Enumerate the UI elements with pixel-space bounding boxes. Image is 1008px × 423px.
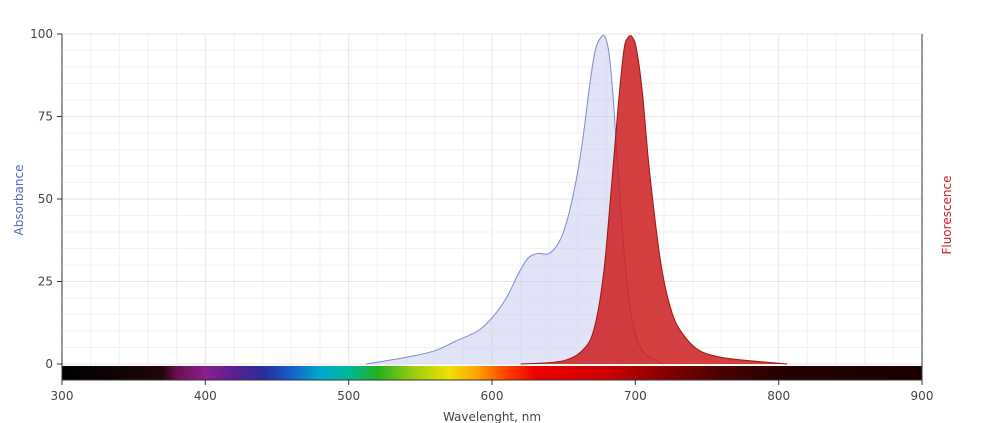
- y-tick-label: 75: [38, 110, 53, 124]
- tick-labels: 300 400 500 600 700 800 900 0 25 50 75 100: [30, 27, 933, 403]
- y-tick-label: 0: [45, 357, 53, 371]
- y-axis-title: Absorbance: [12, 165, 26, 236]
- x-tick-label: 900: [911, 389, 934, 403]
- y-tick-label: 25: [38, 275, 53, 289]
- y-tick-label: 100: [30, 27, 53, 41]
- y2-axis-title: Fluorescence: [940, 175, 954, 254]
- fluorescence-line: [520, 35, 788, 365]
- x-axis-title: Wavelenght, nm: [443, 410, 541, 423]
- grid: [61, 33, 923, 365]
- x-tick-label: 600: [481, 389, 504, 403]
- x-tick-label: 700: [624, 389, 647, 403]
- x-tick-label: 800: [767, 389, 790, 403]
- series-layer: [365, 34, 788, 365]
- x-tick-label: 500: [337, 389, 360, 403]
- fluorescence-series: [520, 35, 788, 365]
- visible-spectrum-band: [62, 366, 922, 380]
- x-tick-label: 300: [51, 389, 74, 403]
- y-tick-label: 50: [38, 192, 53, 206]
- x-tick-label: 400: [194, 389, 217, 403]
- absorbance-area: [365, 35, 664, 364]
- fluorescence-area: [520, 35, 788, 365]
